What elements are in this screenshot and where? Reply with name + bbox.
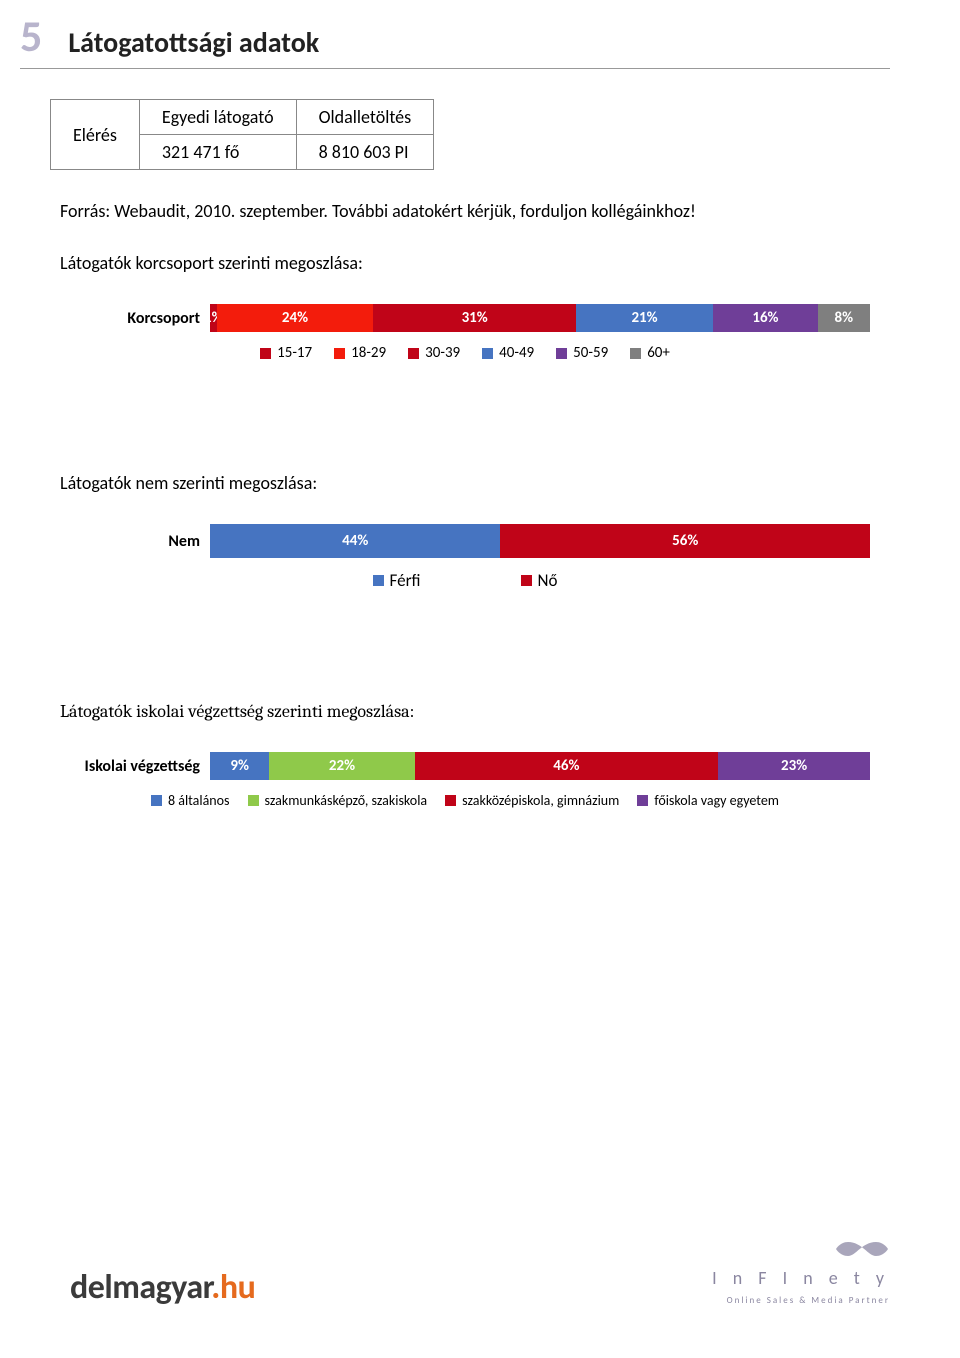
legend-item: Nő bbox=[521, 570, 558, 591]
legend-label: 40-49 bbox=[499, 344, 534, 362]
legend-label: Férfi bbox=[390, 570, 421, 591]
legend-swatch bbox=[521, 575, 532, 586]
legend-item: szakmunkásképző, szakiskola bbox=[248, 792, 428, 809]
legend-item: 60+ bbox=[630, 344, 670, 362]
bar-segment: 23% bbox=[718, 752, 870, 780]
bar-segment: 22% bbox=[269, 752, 414, 780]
legend-swatch bbox=[482, 348, 493, 359]
infinity-icon bbox=[834, 1238, 890, 1260]
legend-swatch bbox=[408, 348, 419, 359]
legend-swatch bbox=[630, 348, 641, 359]
legend-item: szakközépiskola, gimnázium bbox=[445, 792, 619, 809]
reach-value-visitors: 321 471 fő bbox=[139, 135, 296, 170]
page-header: 5 Látogatottsági adatok bbox=[20, 20, 890, 69]
legend-item: 40-49 bbox=[482, 344, 534, 362]
chart-edu-axis-label: Iskolai végzettség bbox=[40, 757, 210, 776]
bar-segment: 44% bbox=[210, 524, 500, 558]
legend-item: 30-39 bbox=[408, 344, 460, 362]
legend-item: 15-17 bbox=[260, 344, 312, 362]
reach-header-visitors: Egyedi látogató bbox=[139, 100, 296, 135]
legend-label: 30-39 bbox=[425, 344, 460, 362]
bar-segment: 9% bbox=[210, 752, 269, 780]
legend-item: 18-29 bbox=[334, 344, 386, 362]
legend-swatch bbox=[334, 348, 345, 359]
page-footer: delmagyar.hu I n F I n e t y Online Sale… bbox=[70, 1238, 890, 1308]
legend-label: 8 általános bbox=[168, 792, 230, 809]
reach-label: Elérés bbox=[51, 100, 140, 170]
page-title: Látogatottsági adatok bbox=[68, 25, 319, 60]
bar-segment: 31% bbox=[373, 304, 576, 332]
bar-segment: 56% bbox=[500, 524, 870, 558]
chart-age-legend: 15-17 18-29 30-39 40-49 50-59 60+ bbox=[40, 344, 890, 362]
reach-value-pageviews: 8 810 603 PI bbox=[296, 135, 434, 170]
section-age-heading: Látogatók korcsoport szerinti megoszlása… bbox=[60, 252, 890, 274]
section-edu-heading: Látogatók iskolai végzettség szerinti me… bbox=[60, 701, 890, 722]
legend-label: szakközépiskola, gimnázium bbox=[462, 792, 619, 809]
logo-left-accent: .hu bbox=[211, 1267, 255, 1308]
bar-segment: 24% bbox=[217, 304, 374, 332]
chart-age-axis-label: Korcsoport bbox=[40, 309, 210, 328]
bar-segment: 8% bbox=[818, 304, 870, 332]
legend-item: főiskola vagy egyetem bbox=[637, 792, 779, 809]
chart-age: Korcsoport 1%24%31%21%16%8% 15-17 18-29 30… bbox=[40, 304, 890, 362]
legend-label: szakmunkásképző, szakiskola bbox=[265, 792, 428, 809]
legend-item: Férfi bbox=[373, 570, 421, 591]
chart-gender: Nem 44%56% Férfi Nő bbox=[40, 524, 890, 591]
legend-swatch bbox=[445, 795, 456, 806]
chart-edu: Iskolai végzettség 9%22%46%23% 8 általán… bbox=[40, 752, 890, 809]
bar-segment: 16% bbox=[713, 304, 818, 332]
legend-swatch bbox=[151, 795, 162, 806]
reach-header-pageviews: Oldalletöltés bbox=[296, 100, 434, 135]
legend-label: 18-29 bbox=[351, 344, 386, 362]
chart-gender-axis-label: Nem bbox=[40, 532, 210, 551]
legend-swatch bbox=[637, 795, 648, 806]
legend-label: 60+ bbox=[647, 344, 670, 362]
chart-gender-legend: Férfi Nő bbox=[40, 570, 890, 591]
legend-swatch bbox=[556, 348, 567, 359]
bar-segment: 21% bbox=[576, 304, 713, 332]
bar-segment: 46% bbox=[415, 752, 719, 780]
legend-label: Nő bbox=[538, 570, 558, 591]
legend-label: 50-59 bbox=[573, 344, 608, 362]
reach-table: Elérés Egyedi látogató Oldalletöltés 321… bbox=[50, 99, 434, 170]
page-number: 5 bbox=[20, 14, 42, 58]
legend-label: 15-17 bbox=[277, 344, 312, 362]
legend-label: főiskola vagy egyetem bbox=[654, 792, 779, 809]
chart-edu-legend: 8 általános szakmunkásképző, szakiskola sz… bbox=[40, 792, 890, 809]
legend-item: 50-59 bbox=[556, 344, 608, 362]
chart-edu-bar: 9%22%46%23% bbox=[210, 752, 870, 780]
chart-age-bar: 1%24%31%21%16%8% bbox=[210, 304, 870, 332]
source-line: Forrás: Webaudit, 2010. szeptember. Tová… bbox=[60, 200, 890, 222]
logo-left-dark: delmagyar bbox=[70, 1267, 211, 1308]
section-gender-heading: Látogatók nem szerinti megoszlása: bbox=[60, 472, 890, 494]
legend-swatch bbox=[248, 795, 259, 806]
chart-gender-bar: 44%56% bbox=[210, 524, 870, 558]
legend-swatch bbox=[260, 348, 271, 359]
logo-right-brand: I n F I n e t y bbox=[712, 1267, 890, 1289]
logo-delmagyar: delmagyar.hu bbox=[70, 1267, 255, 1308]
legend-item: 8 általános bbox=[151, 792, 230, 809]
logo-infinety: I n F I n e t y Online Sales & Media Par… bbox=[712, 1238, 890, 1308]
legend-swatch bbox=[373, 575, 384, 586]
logo-right-tagline: Online Sales & Media Partner bbox=[727, 1295, 890, 1306]
